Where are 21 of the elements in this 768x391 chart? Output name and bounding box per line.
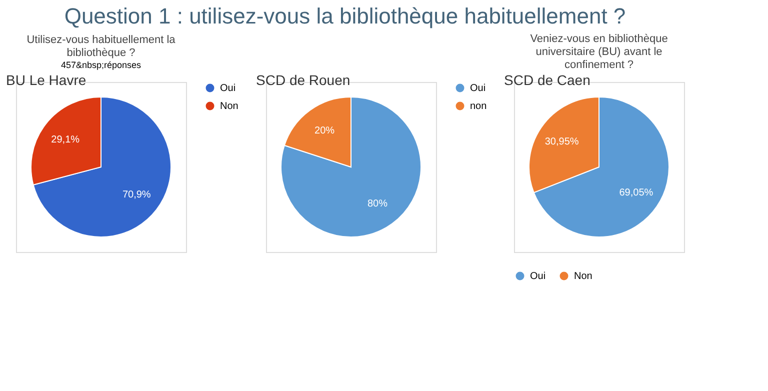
legend-label: Oui [470, 83, 486, 94]
data-label: 70,9% [122, 189, 151, 200]
data-label: 20% [314, 126, 335, 137]
data-label: 30,95% [544, 136, 579, 148]
pie-slice [32, 96, 172, 238]
pie-slice [280, 96, 422, 238]
data-label: 69,05% [619, 187, 654, 198]
data-label: 80% [367, 198, 388, 210]
chart-title: Veniez-vous en bibliothèque universitaire (BU) avant le confinement ? [530, 33, 668, 71]
chart-title: Utilisez-vous habituellement la bibliothèque ? [26, 34, 176, 59]
chart-subtitle: 457&nbsp;réponses [60, 60, 142, 70]
data-label: 29,1% [51, 134, 80, 146]
text: Question 1 : utilisez-vous la bibliothèque habituellement ? [64, 4, 626, 28]
legend-label: Non [574, 271, 592, 282]
text: SCD de Rouen [256, 72, 350, 88]
text: BU Le Havre [6, 72, 86, 88]
text: SCD de Caen [504, 72, 590, 88]
legend-label: non [470, 101, 487, 112]
legend-label: Oui [220, 83, 236, 94]
legend-label: Oui [530, 271, 546, 282]
legend-label: Non [220, 101, 238, 112]
